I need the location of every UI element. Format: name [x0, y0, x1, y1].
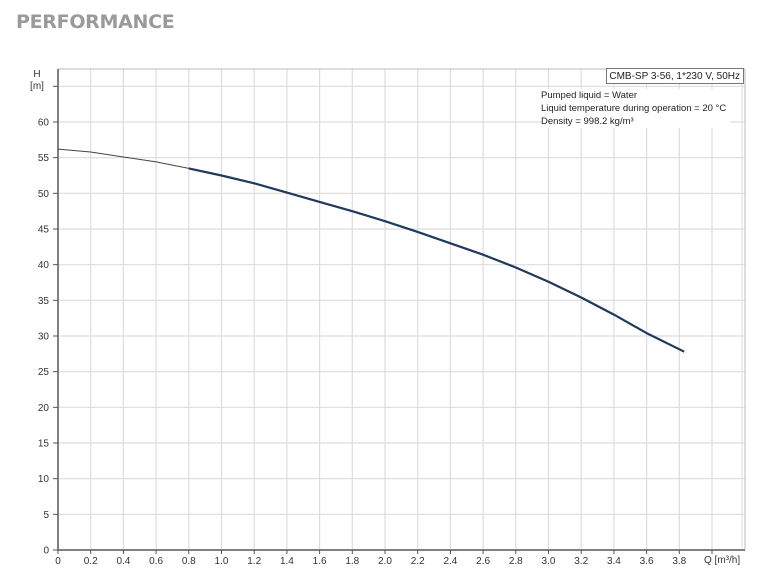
x-tick-label: 0.2	[84, 556, 98, 567]
x-tick-label: 2.2	[411, 556, 425, 567]
x-tick-label: 1.0	[215, 556, 229, 567]
pumped-liquid-text: Pumped liquid = Water	[541, 90, 638, 101]
x-tick-label: 2.0	[378, 556, 392, 567]
y-tick-label: 50	[38, 189, 50, 200]
x-tick-label: 3.4	[607, 556, 621, 567]
y-tick-label: 20	[38, 403, 50, 414]
y-tick-label: 5	[43, 510, 49, 521]
y-tick-label: 35	[38, 296, 50, 307]
density-text: Density = 998.2 kg/m³	[541, 116, 634, 127]
y-tick-label: 55	[38, 153, 50, 164]
y-tick-label: 0	[43, 546, 49, 557]
x-tick-label: 2.8	[509, 556, 523, 567]
liquid-temperature-text: Liquid temperature during operation = 20…	[541, 103, 727, 114]
x-tick-label: 1.8	[345, 556, 359, 567]
y-tick-label: 45	[38, 225, 50, 236]
y-tick-label: 15	[38, 439, 50, 450]
x-tick-label: 3.0	[542, 556, 556, 567]
chart-grid	[58, 69, 745, 550]
x-tick-label: 0	[55, 556, 61, 567]
x-tick-label: 1.6	[313, 556, 327, 567]
x-tick-label: 0.4	[116, 556, 130, 567]
y-axis-label: H	[33, 69, 40, 80]
product-label-box: CMB-SP 3-56, 1*230 V, 50Hz	[606, 68, 744, 84]
curve-operating-segment	[188, 167, 685, 353]
page-title: PERFORMANCE	[16, 11, 175, 33]
y-tick-label: 25	[38, 367, 50, 378]
x-tick-label: 0.6	[149, 556, 163, 567]
y-tick-label: 40	[38, 260, 50, 271]
x-tick-label: 1.4	[280, 556, 294, 567]
curve-thin-segment	[57, 148, 189, 169]
x-tick-label: 1.2	[247, 556, 261, 567]
y-tick-label: 60	[38, 118, 50, 129]
x-tick-label: 3.6	[640, 556, 654, 567]
x-tick-label: 3.2	[574, 556, 588, 567]
liquid-info: Pumped liquid = Water Liquid temperature…	[541, 89, 731, 128]
y-axis-unit: [m]	[30, 81, 44, 92]
performance-curve	[57, 148, 685, 353]
chart-axes	[53, 68, 746, 554]
y-tick-label: 10	[38, 474, 50, 485]
x-tick-label: 2.6	[476, 556, 490, 567]
x-tick-label: 2.4	[443, 556, 457, 567]
x-axis-label: Q [m³/h]	[704, 555, 740, 566]
x-tick-label: 0.8	[182, 556, 196, 567]
x-tick-label: 3.8	[672, 556, 686, 567]
y-tick-label: 30	[38, 332, 50, 343]
tick-labels: 0 5 10 15 20 25 30 35 40 45 50 55 60 0 0.2 0.4 0.6 0.8 1.0…	[38, 118, 687, 568]
